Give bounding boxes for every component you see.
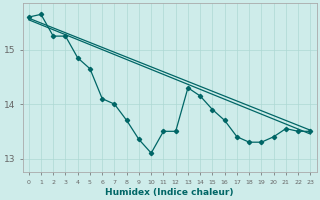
X-axis label: Humidex (Indice chaleur): Humidex (Indice chaleur) bbox=[105, 188, 234, 197]
